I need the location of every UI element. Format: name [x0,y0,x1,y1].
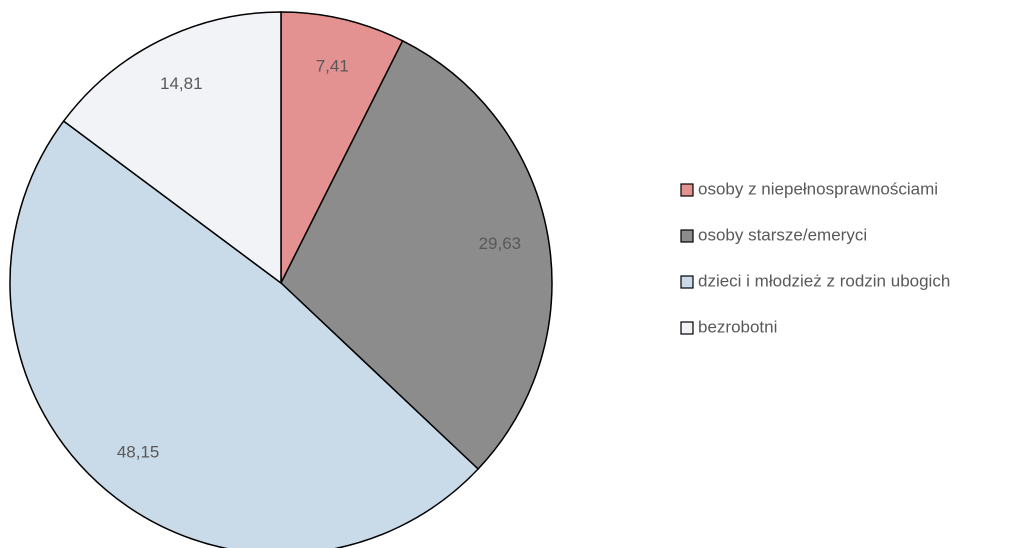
pie-slice [62,11,282,285]
legend-swatch [680,275,694,289]
data-label: 14,81 [160,74,203,93]
legend-label: bezrobotni [698,317,777,336]
legend-label: dzieci i młodzież z rodzin ubogich [698,271,950,290]
pie-slice [280,11,404,284]
data-label: 29,63 [479,234,522,253]
data-label: 7,41 [316,56,349,75]
legend-label: osoby z niepełnosprawnościami [698,179,938,198]
legend-swatch [680,229,694,243]
pie-slice [280,39,553,471]
legend-swatch [680,321,694,335]
legend-label: osoby starsze/emeryci [698,225,867,244]
data-label: 48,15 [117,443,160,462]
legend-swatch [680,183,694,197]
pie-slice [9,120,480,548]
